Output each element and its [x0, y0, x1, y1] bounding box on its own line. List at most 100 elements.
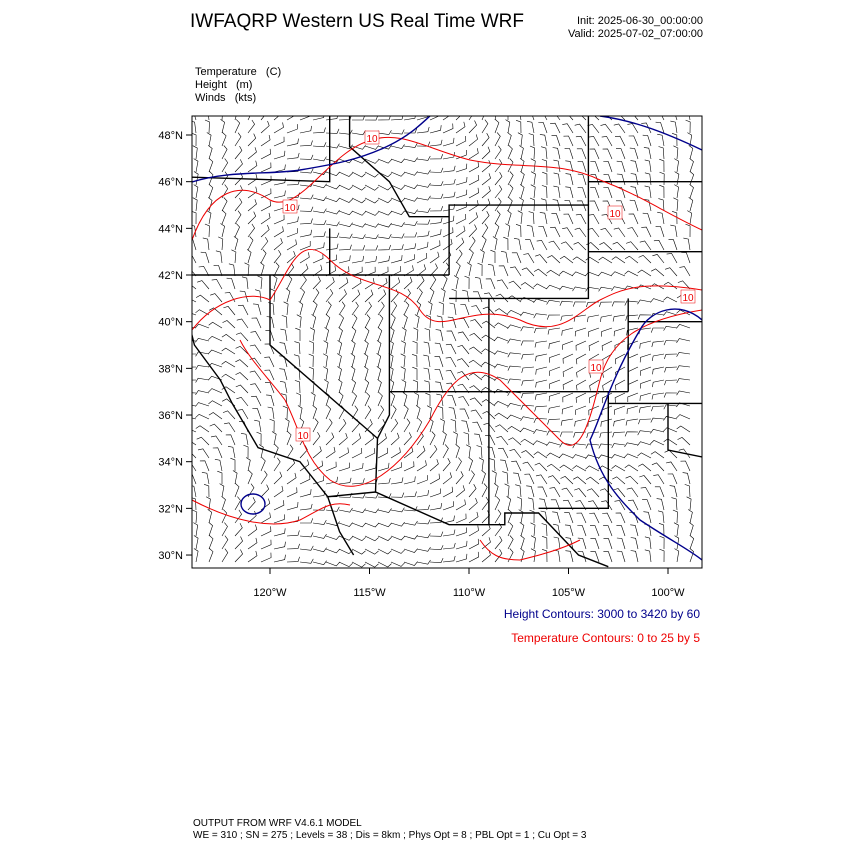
- wind-barb: [548, 392, 561, 402]
- wind-barb: [598, 271, 613, 277]
- wind-barb: [658, 146, 665, 160]
- wind-barb: [642, 134, 652, 147]
- wind-barb: [537, 486, 548, 498]
- wind-barb: [657, 211, 665, 225]
- wind-barb: [614, 405, 626, 415]
- wind-barb: [423, 367, 431, 381]
- lat-label: 44°N: [158, 223, 183, 235]
- wind-barb: [638, 254, 652, 264]
- wind-barb: [559, 431, 573, 437]
- wind-barb: [442, 431, 447, 446]
- wind-barb: [651, 340, 665, 348]
- wind-barb: [208, 197, 213, 212]
- wind-barb: [575, 353, 587, 365]
- wind-barb: [286, 116, 295, 121]
- wind-barb: [250, 331, 262, 342]
- wind-barb: [299, 218, 313, 225]
- wind-barb: [283, 301, 289, 316]
- wind-barb: [449, 302, 457, 316]
- wind-barb: [214, 459, 223, 472]
- wind-barb: [403, 254, 415, 264]
- wind-barb: [279, 368, 288, 381]
- wind-barb: [249, 344, 262, 355]
- wind-barb: [442, 444, 449, 459]
- wind-barb: [455, 116, 461, 121]
- wind-barb: [455, 262, 461, 277]
- wind-barb: [627, 366, 639, 377]
- wind-barb: [507, 295, 522, 303]
- wind-barb: [364, 256, 377, 264]
- wind-barb: [364, 463, 377, 472]
- wind-barb: [296, 392, 302, 407]
- wind-barb: [221, 522, 228, 537]
- wind-barb: [455, 121, 466, 134]
- wind-barb: [520, 282, 535, 290]
- wind-barb: [498, 265, 509, 277]
- wind-barb: [364, 493, 379, 499]
- wind-barb: [377, 327, 383, 342]
- wind-barb: [494, 548, 503, 563]
- wind-barb: [494, 376, 509, 382]
- wind-barb: [479, 249, 485, 264]
- wind-barb: [478, 457, 484, 472]
- wind-barb: [527, 497, 535, 511]
- wind-barb: [271, 431, 277, 446]
- wind-barb: [273, 249, 282, 264]
- wind-barb: [416, 264, 426, 277]
- wind-barb: [234, 132, 242, 147]
- wind-barb: [601, 214, 613, 225]
- wind-barb: [273, 554, 286, 563]
- wind-barb: [505, 223, 511, 238]
- wind-barb: [574, 327, 587, 337]
- wind-barb: [468, 525, 479, 537]
- wind-barb: [639, 392, 652, 401]
- wind-barb: [299, 252, 310, 264]
- wind-barb: [644, 536, 652, 550]
- wind-barb: [663, 438, 678, 446]
- wind-barb: [507, 324, 522, 329]
- wind-barb: [260, 162, 272, 173]
- wind-barb: [247, 211, 257, 225]
- wind-barb: [650, 428, 665, 434]
- wind-barb: [603, 538, 613, 550]
- wind-barb: [548, 340, 561, 349]
- wind-barb: [221, 334, 236, 342]
- wind-barb: [195, 323, 210, 329]
- wind-barb: [286, 250, 296, 264]
- wind-barb: [560, 476, 574, 485]
- wind-barb: [239, 290, 249, 303]
- wind-barb: [627, 227, 639, 238]
- wind-barb: [616, 173, 626, 186]
- wind-barb: [624, 464, 639, 472]
- wind-barb: [541, 198, 548, 212]
- wind-barb: [377, 379, 382, 394]
- wind-barb: [198, 266, 210, 277]
- wind-barb: [377, 508, 392, 513]
- wind-barb: [235, 359, 249, 368]
- wind-barb: [507, 197, 513, 212]
- wind-barb: [541, 523, 548, 537]
- wind-barb: [416, 301, 422, 316]
- wind-barb: [273, 150, 286, 160]
- wind-barb: [663, 427, 678, 433]
- wind-barb: [364, 535, 379, 542]
- wind-barb: [508, 280, 522, 290]
- wind-barb: [494, 184, 503, 199]
- wind-barb: [273, 136, 285, 147]
- wind-barb: [260, 148, 272, 160]
- wind-barb: [338, 289, 347, 303]
- wind-barb: [442, 227, 454, 238]
- wind-barb: [588, 500, 600, 511]
- wind-barb: [468, 116, 473, 121]
- border: [348, 116, 450, 218]
- wind-barb: [665, 267, 678, 277]
- wind-barb: [547, 475, 561, 485]
- wind-barb: [273, 164, 286, 173]
- wind-barb: [325, 197, 340, 203]
- wind-barb: [481, 211, 490, 225]
- wind-barb: [562, 353, 574, 364]
- wind-barb: [507, 145, 513, 160]
- wind-barb: [470, 409, 483, 420]
- wind-barb: [586, 431, 600, 438]
- wind-barb: [468, 511, 479, 524]
